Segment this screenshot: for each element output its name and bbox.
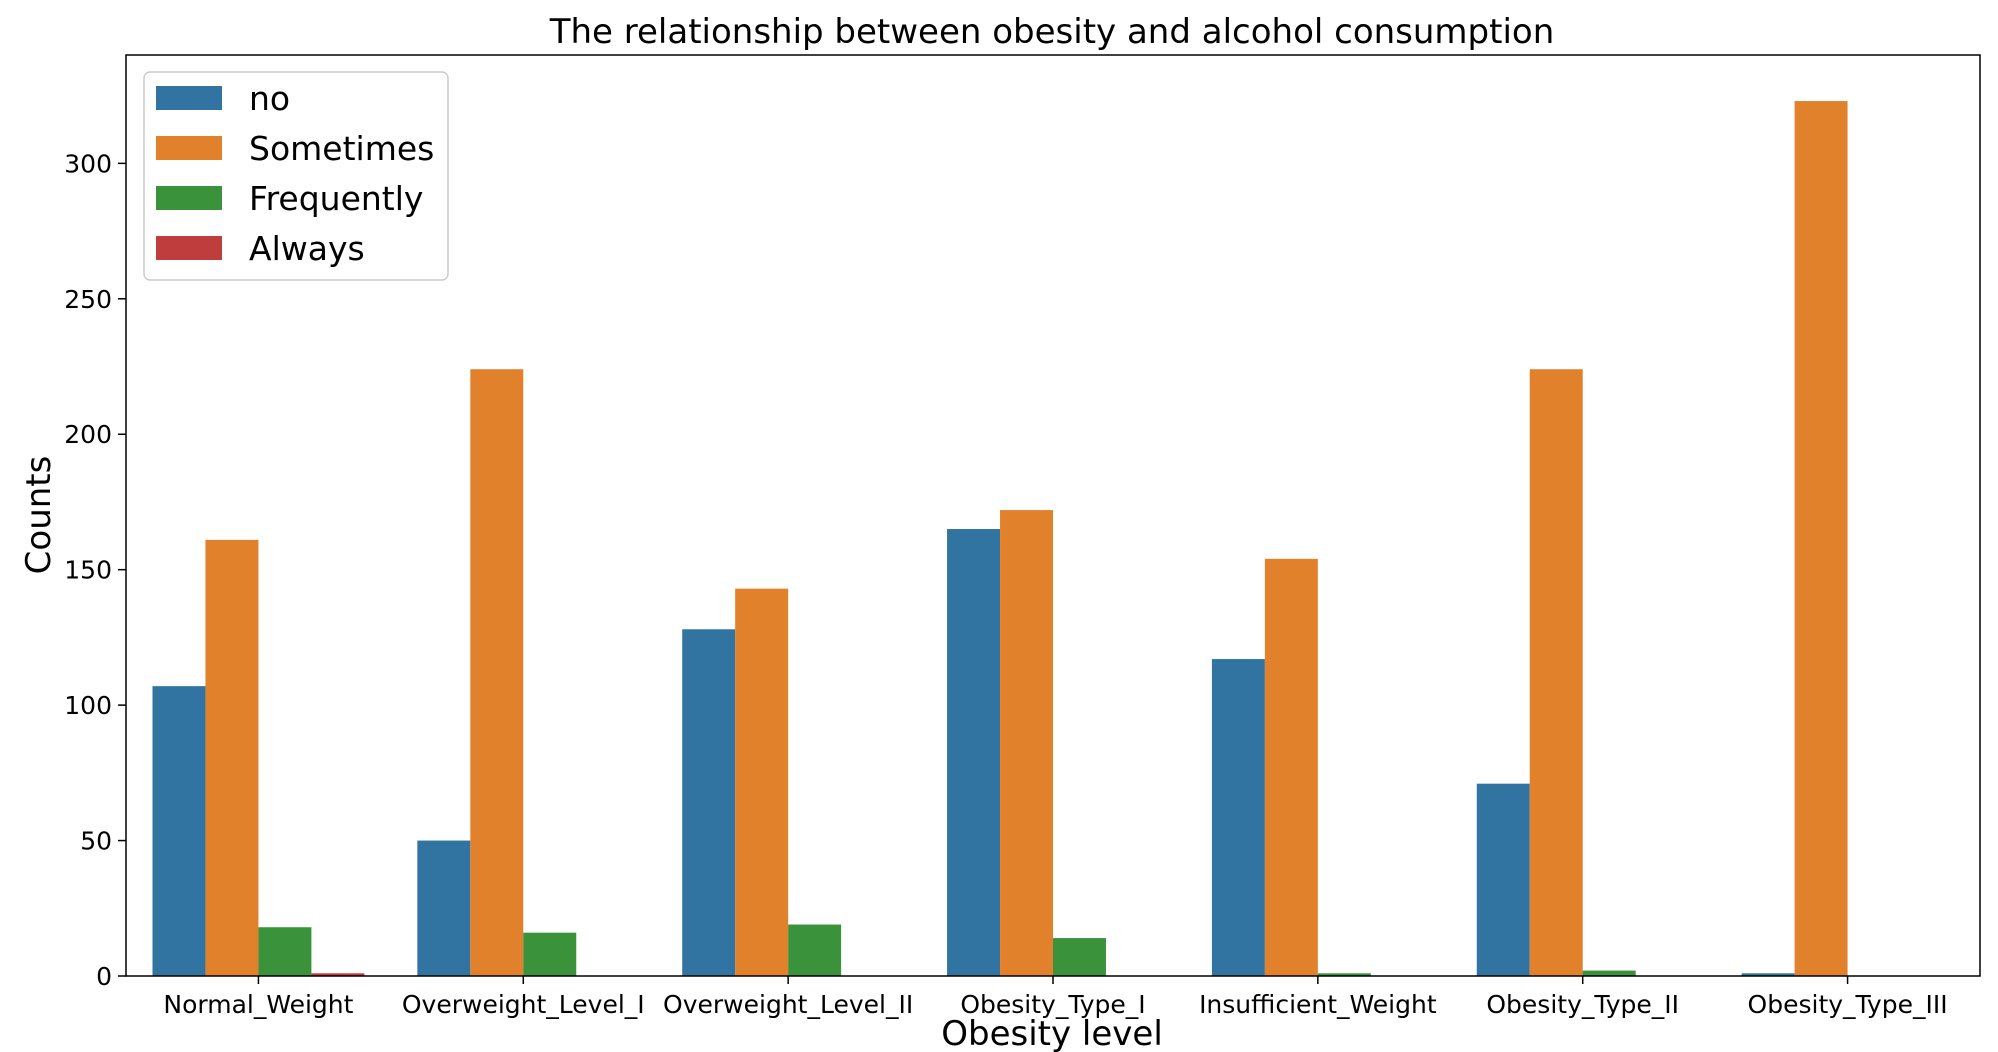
bar-always-normal_weight (311, 973, 365, 976)
y-tick-label: 50 (80, 827, 112, 856)
y-axis-title: Counts (19, 456, 59, 575)
bar-no-obesity_type_i (947, 529, 1001, 976)
legend-box (143, 71, 449, 281)
bar-sometimes-obesity_type_ii (1529, 369, 1583, 977)
bar-frequently-overweight_level_i (523, 932, 577, 976)
y-axis-ticks: 0 50 100 150 200 250 300 (64, 149, 126, 991)
legend-swatch-sometimes (156, 136, 222, 160)
x-tick-label: Overweight_Level_I (402, 990, 645, 1019)
y-tick-label: 100 (64, 691, 112, 720)
legend-swatch-no (156, 86, 222, 110)
x-axis-title: Obesity level (941, 1014, 1163, 1052)
legend-label-sometimes: Sometimes (249, 129, 434, 168)
legend-label-no: no (249, 79, 290, 118)
bar-sometimes-obesity_type_i (1000, 510, 1053, 976)
x-axis-ticks: Normal_Weight Overweight_Level_I Overweigh… (163, 976, 1948, 1019)
x-tick-label: Overweight_Level_II (663, 990, 913, 1019)
legend-label-always: Always (249, 229, 365, 268)
bar-no-overweight_level_ii (682, 629, 736, 976)
plot-frame (125, 54, 1981, 977)
x-tick-label: Obesity_Type_I (960, 990, 1145, 1019)
bar-frequently-insufficient_weight (1317, 973, 1371, 976)
bars-layer (152, 101, 1848, 977)
x-tick-label: Normal_Weight (163, 990, 353, 1019)
x-tick-label: Insufficient_Weight (1199, 990, 1437, 1019)
x-tick-label: Obesity_Type_II (1486, 990, 1679, 1019)
bar-no-normal_weight (152, 686, 206, 976)
bar-no-obesity_type_iii (1741, 973, 1795, 976)
y-tick-label: 300 (64, 149, 112, 178)
legend-label-frequently: Frequently (249, 179, 423, 218)
bar-sometimes-normal_weight (205, 539, 259, 976)
legend-swatch-always (156, 236, 222, 260)
y-tick-label: 250 (64, 285, 112, 314)
bar-frequently-normal_weight (258, 927, 312, 976)
bar-sometimes-overweight_level_ii (735, 588, 789, 976)
bar-frequently-obesity_type_ii (1582, 970, 1636, 976)
x-tick-label: Obesity_Type_III (1748, 990, 1948, 1019)
bar-sometimes-insufficient_weight (1264, 558, 1318, 976)
bar-sometimes-obesity_type_iii (1794, 101, 1848, 977)
bar-no-obesity_type_ii (1476, 783, 1530, 976)
y-tick-label: 0 (96, 962, 112, 991)
legend-swatch-frequently (156, 186, 222, 210)
bar-sometimes-overweight_level_i (470, 369, 524, 977)
bar-frequently-obesity_type_i (1053, 938, 1106, 976)
y-tick-label: 150 (64, 556, 112, 585)
legend: no Sometimes Frequently Always (143, 71, 449, 281)
chart-title: The relationship between obesity and alc… (549, 12, 1555, 52)
y-tick-label: 200 (64, 420, 112, 449)
bar-no-insufficient_weight (1211, 659, 1265, 976)
bar-no-overweight_level_i (417, 840, 471, 976)
bar-frequently-overweight_level_ii (788, 924, 842, 976)
